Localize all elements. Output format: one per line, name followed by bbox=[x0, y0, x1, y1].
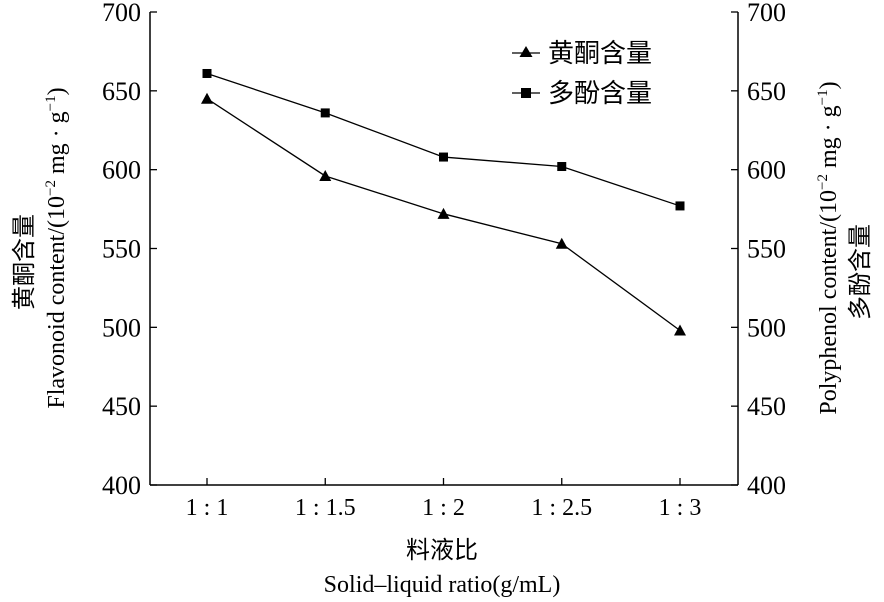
x-tick-label: 1 : 2.5 bbox=[531, 495, 592, 521]
data-point-flavonoid bbox=[201, 92, 213, 104]
y-left-tick-label: 450 bbox=[102, 392, 141, 421]
legend-marker-square bbox=[521, 88, 531, 98]
x-axis-title-en: Solid–liquid ratio(g/mL) bbox=[324, 572, 561, 598]
data-point-flavonoid bbox=[319, 169, 332, 181]
y-right-tick-label: 500 bbox=[747, 313, 786, 342]
legend-item-polyphenol: 多酚含量 bbox=[512, 79, 652, 108]
y-left-tick-label: 400 bbox=[102, 471, 141, 500]
data-point-polyphenol bbox=[675, 201, 685, 211]
x-tick-label: 1 : 1.5 bbox=[295, 495, 356, 521]
data-markers bbox=[201, 68, 686, 336]
legend-item-flavonoid: 黄酮含量 bbox=[512, 39, 652, 68]
legend-marker-triangle bbox=[519, 46, 533, 57]
x-tick-label: 1 : 1 bbox=[186, 495, 229, 521]
data-point-polyphenol bbox=[557, 162, 567, 172]
y-axis-left-title-cn: 黄酮含量 bbox=[11, 214, 38, 310]
y-right-tick-label: 700 bbox=[747, 0, 786, 27]
data-point-flavonoid bbox=[437, 207, 450, 219]
y-right-tick-label: 400 bbox=[747, 471, 786, 500]
series-lines bbox=[206, 72, 681, 332]
legend: 黄酮含量 多酚含量 bbox=[512, 39, 652, 108]
y-right-tick-label: 650 bbox=[747, 77, 786, 106]
y-right-unit-exp2: −1 bbox=[815, 89, 831, 105]
x-axis-title-cn: 料液比 bbox=[406, 537, 478, 564]
y-right-unit-a: Polyphenol content/(10 bbox=[816, 190, 842, 415]
data-point-polyphenol bbox=[320, 108, 330, 118]
y-left-tick-label: 650 bbox=[102, 77, 141, 106]
data-point-polyphenol bbox=[439, 152, 448, 162]
y-right-unit-mid: mg · g bbox=[816, 105, 842, 174]
y-right-tick-label: 550 bbox=[747, 235, 786, 264]
y-left-unit-mid: mg · g bbox=[44, 111, 70, 180]
y-left-tick-label: 550 bbox=[102, 235, 141, 264]
y-axis-right-title-en: Polyphenol content/(10−2 mg · g−1) bbox=[815, 81, 842, 414]
ticks: 400 400 450 450 500 500 550 550 600 600 650 650 700 7… bbox=[102, 0, 786, 521]
y-right-tick-label: 450 bbox=[747, 392, 786, 421]
y-left-tick-label: 500 bbox=[102, 313, 141, 342]
y-left-unit-end: ) bbox=[44, 87, 70, 95]
y-right-unit-end: ) bbox=[816, 81, 842, 89]
y-right-unit-exp: −2 bbox=[815, 174, 831, 190]
y-left-unit-exp2: −1 bbox=[43, 95, 59, 111]
y-axis-left-title-en: Flavonoid content/(10−2 mg · g−1) bbox=[43, 87, 70, 408]
legend-label-flavonoid: 黄酮含量 bbox=[548, 39, 652, 68]
data-point-flavonoid bbox=[555, 237, 568, 249]
data-point-flavonoid bbox=[674, 324, 686, 336]
y-left-tick-label: 600 bbox=[102, 156, 141, 185]
x-tick-label: 1 : 2 bbox=[422, 495, 465, 521]
x-tick-label: 1 : 3 bbox=[659, 495, 702, 521]
y-axis-right-title-cn: 多酚含量 bbox=[847, 224, 874, 320]
legend-label-polyphenol: 多酚含量 bbox=[548, 79, 652, 108]
y-left-unit-exp: −2 bbox=[43, 180, 59, 196]
y-right-tick-label: 600 bbox=[747, 156, 786, 185]
data-point-polyphenol bbox=[202, 68, 212, 78]
y-left-unit-a: Flavonoid content/(10 bbox=[44, 196, 70, 409]
y-left-tick-label: 700 bbox=[102, 0, 141, 27]
